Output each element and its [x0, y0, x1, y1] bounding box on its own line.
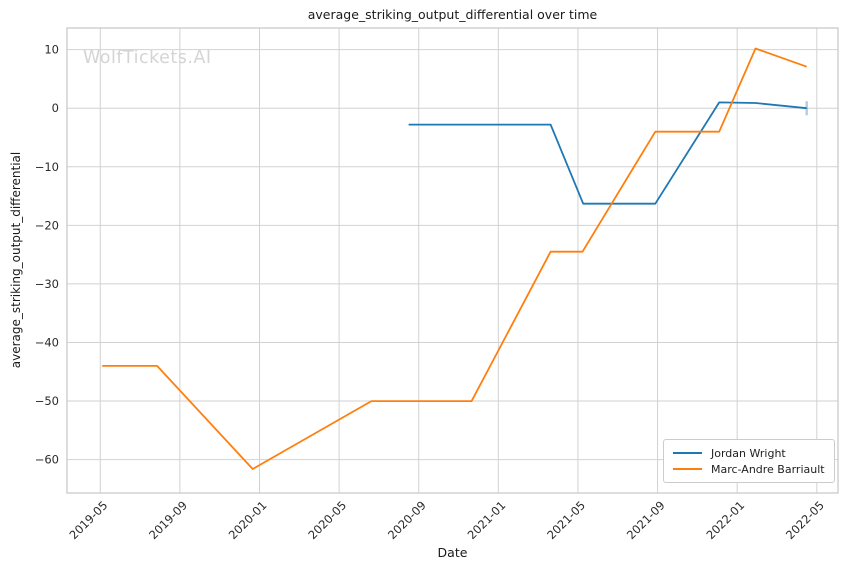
y-axis-label: average_striking_output_differential	[9, 151, 23, 369]
x-tick-label-2020-05: 2020-05	[305, 498, 349, 542]
y-tick-label-−40: −40	[35, 335, 59, 349]
y-tick-label-−10: −10	[35, 160, 59, 174]
series-line-marc-andre-barriault	[102, 47, 808, 470]
x-tick-label-2019-09: 2019-09	[146, 498, 190, 542]
y-tick-label-−60: −60	[35, 453, 59, 467]
y-tick-label-−20: −20	[35, 218, 59, 232]
plot-border	[66, 27, 839, 494]
series-layer	[102, 47, 808, 470]
axes-spines	[66, 27, 839, 494]
legend-label: Marc-Andre Barriault	[711, 462, 825, 476]
y-tick-label-−30: −30	[35, 277, 59, 291]
legend: Jordan Wright Marc-Andre Barriault	[663, 439, 835, 483]
x-tick-label-2020-01: 2020-01	[226, 498, 270, 542]
x-tick-label-2022-05: 2022-05	[783, 498, 827, 542]
legend-label: Jordan Wright	[711, 446, 786, 460]
y-tick-label-0: 0	[52, 101, 59, 115]
x-axis-label: Date	[437, 545, 468, 560]
grid-layer	[67, 28, 838, 493]
legend-line-swatch	[673, 452, 702, 454]
legend-item-jordan-wright: Jordan Wright	[673, 446, 825, 461]
x-tick-label-2022-01: 2022-01	[703, 498, 747, 542]
x-tick-label-2020-09: 2020-09	[385, 498, 429, 542]
watermark-text: WolfTickets.AI	[83, 48, 212, 68]
x-tick-label-2021-09: 2021-09	[624, 498, 668, 542]
x-tick-label-2021-05: 2021-05	[544, 498, 588, 542]
series-line-jordan-wright	[408, 101, 807, 205]
legend-line-swatch	[673, 468, 702, 470]
legend-item-marc-andre-barriault: Marc-Andre Barriault	[673, 462, 825, 477]
y-tick-label-10: 10	[44, 43, 59, 57]
chart-title: average_striking_output_differential ove…	[307, 7, 598, 22]
x-tick-label-2019-05: 2019-05	[67, 498, 111, 542]
x-tick-label-2021-01: 2021-01	[465, 498, 509, 542]
y-tick-label-−50: −50	[35, 394, 59, 408]
